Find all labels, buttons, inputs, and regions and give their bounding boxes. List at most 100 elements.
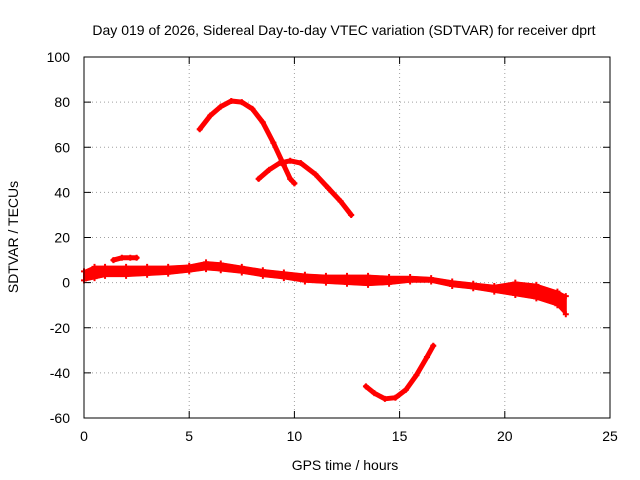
x-axis-label: GPS time / hours [292, 457, 399, 473]
data-point [118, 254, 125, 261]
data-point [186, 262, 193, 269]
data-point [491, 288, 498, 295]
grid-lines [84, 57, 610, 418]
y-tick-label: 40 [54, 184, 70, 200]
y-tick-label: 60 [54, 139, 70, 155]
data-point [297, 160, 304, 167]
data-point [91, 263, 98, 270]
x-tick-label: 0 [80, 428, 88, 444]
data-point [276, 160, 283, 167]
data-point [203, 259, 210, 266]
data-point [102, 272, 109, 279]
data-series [81, 97, 569, 402]
data-point [217, 267, 224, 274]
data-point [533, 281, 540, 288]
data-point [554, 288, 561, 295]
data-point [91, 275, 98, 282]
data-point [413, 372, 420, 379]
data-point [533, 295, 540, 302]
x-tick-label: 25 [602, 428, 618, 444]
y-tick-label: -40 [50, 365, 70, 381]
y-tick-label: -20 [50, 320, 70, 336]
data-point [123, 263, 130, 270]
data-point [207, 112, 214, 119]
data-point [512, 279, 519, 286]
data-point [325, 184, 332, 191]
data-point [322, 279, 329, 286]
data-point [512, 292, 519, 299]
data-point [301, 271, 308, 278]
data-point [348, 211, 355, 218]
axis-ticks: 0 5 10 15 20 25 -60 -40 -20 0 20 40 60 80 100 [47, 49, 618, 444]
series-line-2 [110, 255, 140, 263]
data-point [287, 157, 294, 164]
data-point [362, 383, 369, 390]
data-point [123, 272, 130, 279]
data-point [301, 278, 308, 285]
data-point [287, 175, 294, 182]
data-point [365, 281, 372, 288]
data-point [449, 283, 456, 290]
data-point [322, 272, 329, 279]
chart-title: Day 019 of 2026, Sidereal Day-to-day VTE… [92, 22, 595, 38]
data-point [196, 126, 203, 133]
data-point [228, 97, 235, 104]
data-point [186, 268, 193, 275]
data-point [491, 283, 498, 290]
data-point [238, 263, 245, 270]
data-point [165, 270, 172, 277]
data-point [127, 254, 134, 261]
data-point [402, 386, 409, 393]
data-point [386, 273, 393, 280]
data-point [365, 272, 372, 279]
data-point [291, 180, 298, 187]
series-line-0 [82, 261, 568, 298]
data-point [430, 342, 437, 349]
x-tick-label: 5 [185, 428, 193, 444]
y-tick-label: 20 [54, 230, 70, 246]
data-point [255, 175, 262, 182]
data-point [407, 278, 414, 285]
data-point [337, 198, 344, 205]
data-point [249, 105, 256, 112]
data-point [102, 263, 109, 270]
data-point [238, 99, 245, 106]
data-point [203, 266, 210, 273]
data-point [217, 103, 224, 110]
data-point [280, 269, 287, 276]
data-point [259, 267, 266, 274]
data-point [238, 269, 245, 276]
data-point [423, 354, 430, 361]
data-point [554, 302, 561, 309]
data-point [392, 394, 399, 401]
data-point [217, 260, 224, 267]
data-point [312, 171, 319, 178]
data-point [133, 254, 140, 261]
x-tick-label: 15 [392, 428, 408, 444]
data-point [144, 271, 151, 278]
data-point [344, 280, 350, 287]
data-point [259, 272, 266, 279]
data-point [428, 278, 435, 285]
data-point [266, 166, 273, 173]
y-tick-label: 80 [54, 94, 70, 110]
data-point [165, 263, 172, 270]
data-point [371, 390, 378, 397]
data-point [381, 395, 388, 402]
y-axis-label: SDTVAR / TECUs [5, 181, 21, 293]
series-line-1 [82, 267, 568, 316]
data-point [470, 285, 477, 292]
data-point [259, 119, 266, 126]
data-point [280, 275, 287, 282]
data-point [110, 257, 117, 264]
y-tick-label: 100 [47, 49, 71, 65]
data-point [562, 311, 569, 318]
x-tick-label: 10 [287, 428, 303, 444]
data-point [562, 293, 569, 300]
data-point [144, 263, 151, 270]
y-tick-label: 0 [62, 275, 70, 291]
data-point [386, 280, 393, 287]
data-point [270, 139, 277, 146]
